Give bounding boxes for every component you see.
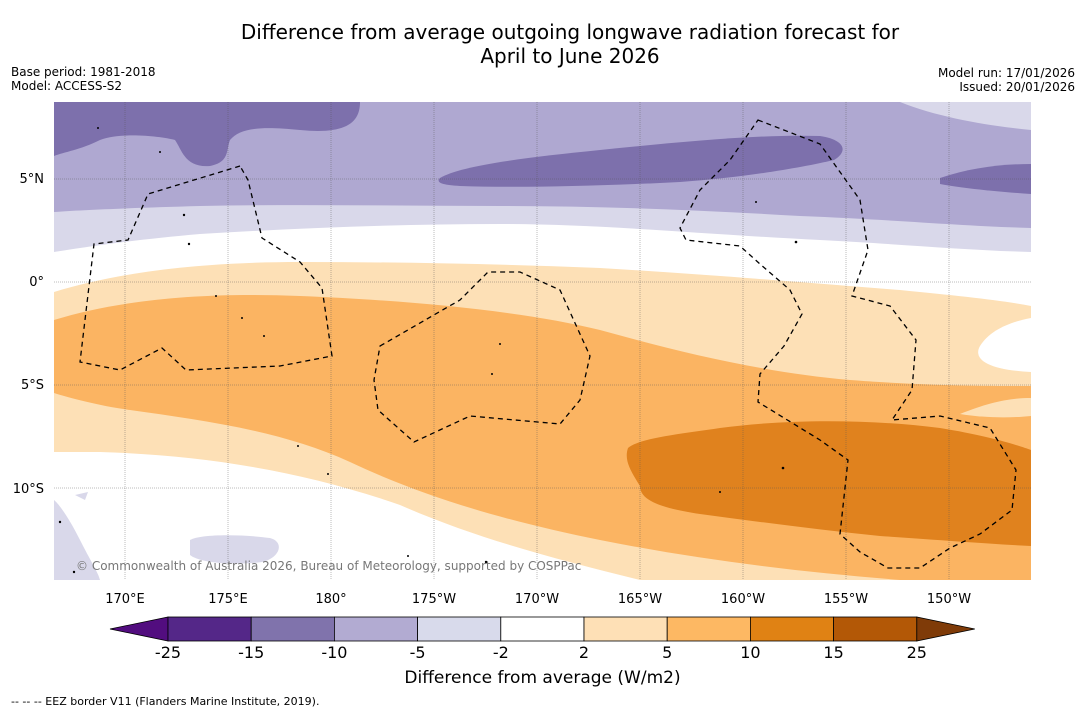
model-name: Model: ACCESS-S2 <box>11 79 123 93</box>
lat-axis-labels: 5°N 0° 5°S 10°S <box>13 172 44 497</box>
lat-label: 10°S <box>13 482 44 497</box>
lon-label: 160°W <box>721 592 765 607</box>
map-copyright: © Commonwealth of Australia 2026, Bureau… <box>76 559 581 573</box>
colorbar-segment <box>417 616 502 642</box>
island-speck <box>499 343 501 345</box>
island-speck <box>97 127 99 129</box>
island-speck <box>781 466 785 470</box>
chart-title: Difference from average outgoing longwav… <box>170 20 970 68</box>
colorbar-tick-label: 15 <box>823 643 843 662</box>
colorbar-tick-label: -15 <box>238 643 264 662</box>
orange-light-patch-east <box>960 398 1031 418</box>
colorbar-tick-label: -2 <box>493 643 509 662</box>
orange-strong-patch <box>626 421 1031 546</box>
lon-label: 155°W <box>824 592 868 607</box>
lat-label: 5°S <box>21 378 44 393</box>
island-speck <box>182 213 186 217</box>
island-speck <box>719 491 721 493</box>
eez-borders <box>79 119 1017 569</box>
model-run: Model run: 17/01/2026 <box>937 66 1075 80</box>
chart-title-line2: April to June 2026 <box>480 44 660 68</box>
island-speck <box>263 335 265 337</box>
lon-label: 150°W <box>927 592 971 607</box>
purple-light-dot <box>75 492 88 500</box>
lon-label: 170°E <box>105 592 145 607</box>
colorbar-segment <box>250 616 335 642</box>
island-speck <box>58 520 62 524</box>
colorbar-segment <box>833 616 918 642</box>
colorbar-segment <box>666 616 751 642</box>
lon-label: 180° <box>315 592 346 607</box>
colorbar-segment <box>167 616 252 642</box>
purple-strong-patch-central <box>438 135 843 187</box>
colorbar-label: Difference from average (W/m2) <box>404 668 681 688</box>
colorbar: -25 -15 -10 -5 -2 2 5 10 15 25 <box>109 616 975 662</box>
island-speck <box>297 445 299 447</box>
colorbar-tick-label: 2 <box>579 643 589 662</box>
colorbar-tick-label: 5 <box>662 643 672 662</box>
colorbar-extend-low <box>109 616 169 642</box>
meta-left: Base period: 1981-2018 Model: ACCESS-S2 <box>11 65 156 93</box>
colorbar-segment <box>333 616 418 642</box>
lat-label: 0° <box>29 275 44 290</box>
island-speck <box>755 201 757 203</box>
island-speck <box>794 240 798 244</box>
eez-border-kiribati-gilberts <box>79 165 333 371</box>
island-specks <box>58 127 798 574</box>
eez-footnote: -- -- -- EEZ border V11 (Flanders Marine… <box>11 695 320 708</box>
purple-strong-patch-nw <box>54 102 360 167</box>
colorbar-segment <box>500 616 585 642</box>
lon-label: 175°E <box>208 592 248 607</box>
colorbar-tick-label: -25 <box>155 643 181 662</box>
graticule <box>54 102 1031 580</box>
colorbar-tick-label: -5 <box>410 643 426 662</box>
neutral-patch-east <box>978 318 1031 372</box>
issued-date: Issued: 20/01/2026 <box>959 80 1075 94</box>
lon-axis-labels: 170°E 175°E 180° 175°W 170°W 165°W 160°W… <box>105 592 971 607</box>
base-period: Base period: 1981-2018 <box>11 65 156 79</box>
purple-light-patch-ne <box>900 102 1031 130</box>
eez-border-phoenix <box>373 271 591 443</box>
purple-strong-patch-east <box>940 164 1031 194</box>
island-speck <box>187 242 191 246</box>
purple-light-patch-sw <box>54 500 100 580</box>
lat-label: 5°N <box>20 172 45 187</box>
meta-right: Model run: 17/01/2026 Issued: 20/01/2026 <box>938 66 1075 94</box>
lon-label: 170°W <box>515 592 559 607</box>
eez-border-line-islands <box>679 119 1017 569</box>
island-speck <box>491 373 493 375</box>
colorbar-tick-label: 25 <box>907 643 927 662</box>
lon-label: 175°W <box>412 592 456 607</box>
colorbar-segment <box>750 616 835 642</box>
purple-light-patch-s <box>190 535 279 564</box>
colorbar-extend-high <box>916 616 975 642</box>
island-speck <box>72 570 76 574</box>
island-speck <box>159 151 161 153</box>
island-speck <box>327 473 329 475</box>
island-speck <box>407 555 409 557</box>
colorbar-tick-label: 10 <box>740 643 760 662</box>
map-area <box>54 102 1031 580</box>
lon-label: 165°W <box>618 592 662 607</box>
chart-title-line1: Difference from average outgoing longwav… <box>240 20 900 44</box>
colorbar-tick-label: -10 <box>321 643 347 662</box>
island-speck <box>215 295 217 297</box>
island-speck <box>484 560 488 564</box>
island-speck <box>241 317 243 319</box>
colorbar-segment <box>583 616 668 642</box>
